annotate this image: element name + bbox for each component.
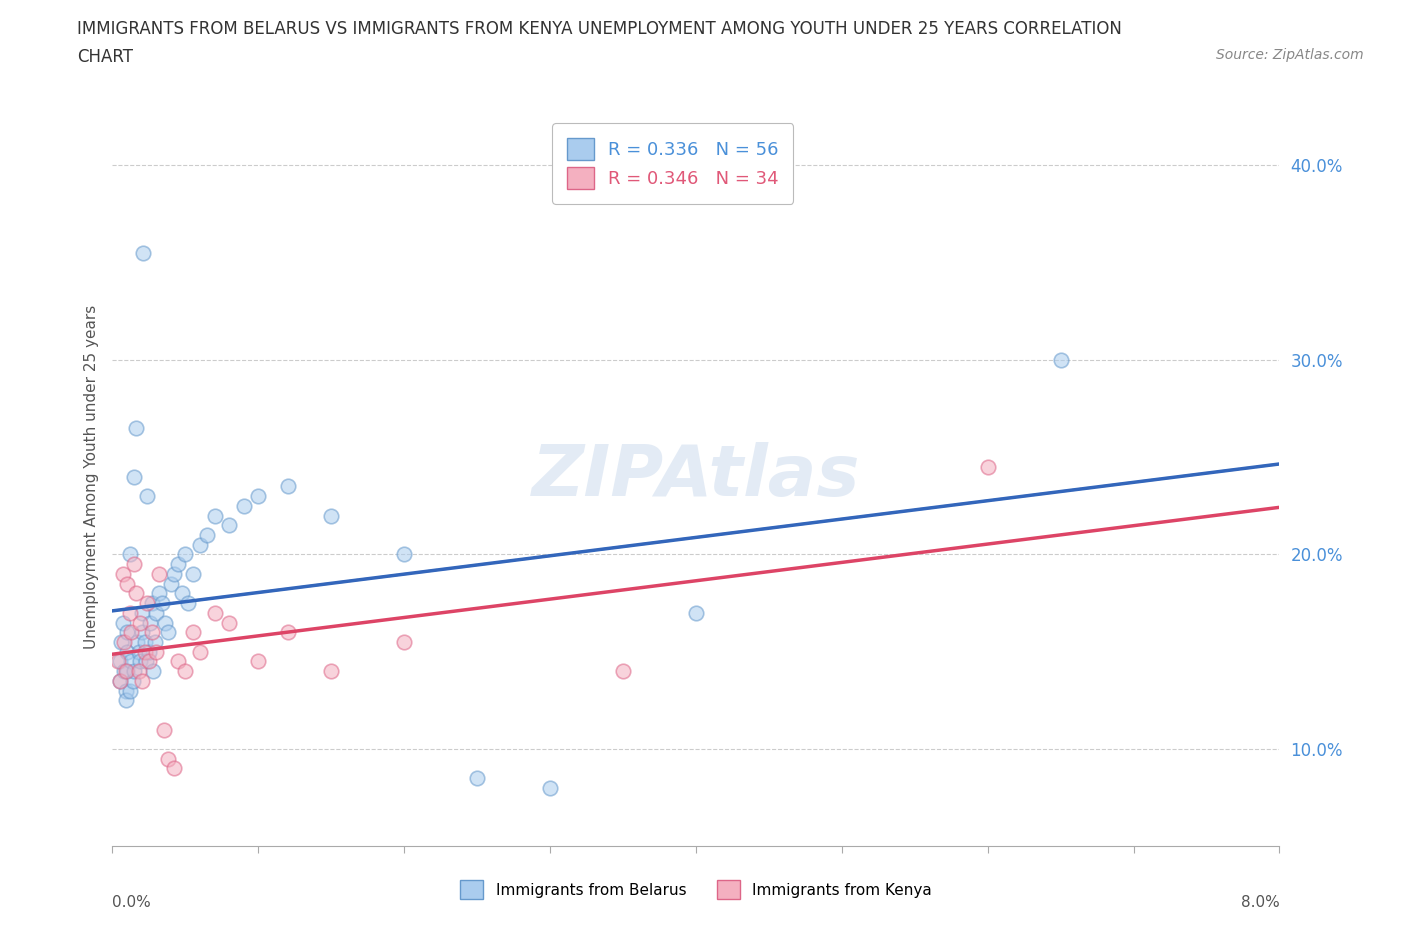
Point bbox=[112, 664, 135, 679]
Point bbox=[685, 605, 707, 620]
Point bbox=[122, 673, 145, 688]
Text: ZIPAtlas: ZIPAtlas bbox=[531, 442, 860, 512]
Point bbox=[114, 684, 136, 698]
Point bbox=[124, 469, 146, 484]
Point bbox=[232, 498, 254, 513]
Point bbox=[125, 420, 148, 435]
Point bbox=[120, 625, 142, 640]
Y-axis label: Unemployment Among Youth under 25 years: Unemployment Among Youth under 25 years bbox=[83, 304, 98, 649]
Point bbox=[465, 771, 488, 786]
Point bbox=[160, 577, 183, 591]
Text: IMMIGRANTS FROM BELARUS VS IMMIGRANTS FROM KENYA UNEMPLOYMENT AMONG YOUTH UNDER : IMMIGRANTS FROM BELARUS VS IMMIGRANTS FR… bbox=[77, 20, 1122, 38]
Point bbox=[1049, 352, 1071, 367]
Point bbox=[138, 654, 160, 669]
Point bbox=[218, 615, 240, 630]
Point bbox=[139, 615, 162, 630]
Point bbox=[148, 586, 170, 601]
Text: CHART: CHART bbox=[77, 48, 134, 66]
Point bbox=[141, 625, 163, 640]
Point bbox=[174, 664, 197, 679]
Text: 0.0%: 0.0% bbox=[112, 895, 152, 910]
Point bbox=[131, 625, 153, 640]
Point bbox=[181, 566, 204, 581]
Point bbox=[110, 634, 132, 649]
Point bbox=[129, 654, 152, 669]
Point bbox=[188, 644, 211, 659]
Point bbox=[145, 605, 167, 620]
Point bbox=[150, 595, 173, 610]
Point bbox=[108, 654, 131, 669]
Point bbox=[131, 673, 153, 688]
Point bbox=[177, 595, 200, 610]
Point bbox=[167, 557, 190, 572]
Point bbox=[195, 527, 218, 542]
Point bbox=[538, 780, 561, 795]
Point bbox=[247, 654, 270, 669]
Point bbox=[128, 644, 150, 659]
Point bbox=[156, 625, 179, 640]
Point bbox=[148, 566, 170, 581]
Point bbox=[142, 664, 165, 679]
Point bbox=[156, 751, 179, 766]
Point bbox=[114, 664, 136, 679]
Point bbox=[125, 586, 148, 601]
Point bbox=[188, 538, 211, 552]
Point bbox=[124, 557, 146, 572]
Point bbox=[153, 615, 176, 630]
Point bbox=[394, 547, 416, 562]
Point bbox=[111, 566, 134, 581]
Point bbox=[276, 479, 298, 494]
Point bbox=[107, 654, 129, 669]
Point bbox=[120, 654, 142, 669]
Point bbox=[321, 508, 343, 523]
Point bbox=[181, 625, 204, 640]
Point bbox=[172, 586, 194, 601]
Point bbox=[108, 673, 131, 688]
Point bbox=[115, 664, 138, 679]
Point bbox=[118, 547, 141, 562]
Point bbox=[136, 595, 159, 610]
Point bbox=[115, 577, 138, 591]
Point bbox=[163, 566, 186, 581]
Point bbox=[124, 664, 146, 679]
Point bbox=[138, 644, 160, 659]
Point bbox=[152, 722, 174, 737]
Point bbox=[128, 664, 150, 679]
Point bbox=[174, 547, 197, 562]
Point bbox=[132, 246, 155, 260]
Point bbox=[112, 634, 135, 649]
Point bbox=[163, 761, 186, 776]
Point bbox=[118, 684, 141, 698]
Point bbox=[976, 459, 998, 474]
Point bbox=[118, 605, 141, 620]
Point bbox=[145, 644, 167, 659]
Point bbox=[143, 634, 166, 649]
Point bbox=[134, 634, 156, 649]
Point bbox=[129, 615, 152, 630]
Point bbox=[115, 625, 138, 640]
Point bbox=[204, 508, 226, 523]
Point bbox=[141, 595, 163, 610]
Point bbox=[612, 664, 634, 679]
Point bbox=[127, 634, 149, 649]
Point bbox=[115, 644, 138, 659]
Text: 8.0%: 8.0% bbox=[1240, 895, 1279, 910]
Point bbox=[218, 518, 240, 533]
Point bbox=[247, 488, 270, 503]
Point bbox=[276, 625, 298, 640]
Point bbox=[114, 693, 136, 708]
Point bbox=[111, 615, 134, 630]
Point bbox=[204, 605, 226, 620]
Point bbox=[167, 654, 190, 669]
Point bbox=[131, 605, 153, 620]
Point bbox=[321, 664, 343, 679]
Text: Source: ZipAtlas.com: Source: ZipAtlas.com bbox=[1216, 48, 1364, 62]
Point bbox=[134, 644, 156, 659]
Point bbox=[136, 488, 159, 503]
Legend: Immigrants from Belarus, Immigrants from Kenya: Immigrants from Belarus, Immigrants from… bbox=[454, 874, 938, 905]
Point bbox=[394, 634, 416, 649]
Point bbox=[135, 654, 157, 669]
Point bbox=[108, 673, 131, 688]
